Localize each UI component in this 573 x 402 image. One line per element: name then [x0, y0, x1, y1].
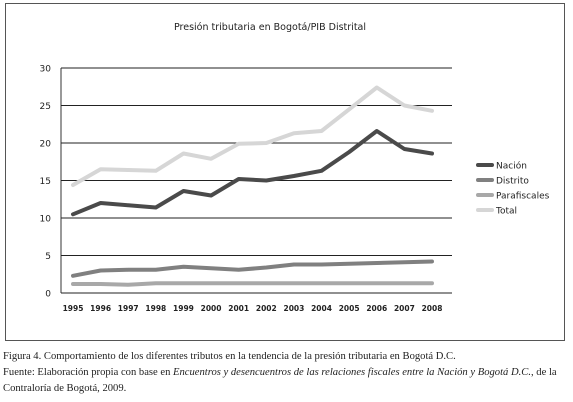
x-tick-label-2006: 2006 [366, 304, 387, 313]
x-tick-label-1997: 1997 [118, 304, 139, 313]
y-tick-label-30: 30 [40, 65, 52, 75]
caption-line-3: Contraloría de Bogotá, 2009. [3, 383, 127, 394]
caption-line-2: Fuente: Elaboración propia con base en E… [3, 365, 571, 381]
caption-source-title: Encuentros y desencuentros de las relaci… [173, 367, 531, 378]
series-line-distrito [71, 259, 434, 278]
y-tick-label-20: 20 [40, 140, 52, 150]
x-tick-label-1998: 1998 [145, 304, 166, 313]
legend-label-parafiscales: Parafiscales [496, 192, 550, 202]
caption-line-1: Figura 4. Comportamiento de los diferent… [3, 351, 456, 362]
x-tick-label-2004: 2004 [311, 304, 332, 313]
caption-source-suffix: , de la [531, 367, 557, 378]
y-tick-label-10: 10 [40, 215, 52, 225]
y-tick-label-5: 5 [45, 252, 51, 262]
series-line-total [71, 85, 434, 187]
series-line-nacion [71, 129, 434, 217]
x-tick-label-1995: 1995 [63, 304, 84, 313]
y-tick-label-25: 25 [40, 102, 51, 112]
x-tick-label-2002: 2002 [256, 304, 277, 313]
legend-label-distrito: Distrito [496, 177, 529, 187]
x-tick-label-1999: 1999 [173, 304, 194, 313]
x-tick-label-2005: 2005 [339, 304, 360, 313]
y-tick-label-15: 15 [40, 177, 51, 187]
caption-source-prefix: Fuente: Elaboración propia con base en [3, 367, 174, 378]
series-line-parafiscales [71, 281, 434, 287]
x-tick-label-2001: 2001 [228, 304, 249, 313]
legend-label-nacion: Nación [496, 161, 527, 172]
legend-label-total: Total [495, 207, 517, 217]
y-tick-label-0: 0 [45, 290, 51, 300]
chart-title: Presión tributaria en Bogotá/PIB Distrit… [174, 22, 366, 33]
x-tick-label-2007: 2007 [394, 304, 415, 313]
x-tick-label-2003: 2003 [283, 304, 304, 313]
x-tick-label-1996: 1996 [90, 304, 111, 313]
x-tick-label-2000: 2000 [201, 304, 222, 313]
figure-caption: Figura 4. Comportamiento de los diferent… [3, 349, 571, 397]
x-tick-label-2008: 2008 [422, 304, 443, 313]
